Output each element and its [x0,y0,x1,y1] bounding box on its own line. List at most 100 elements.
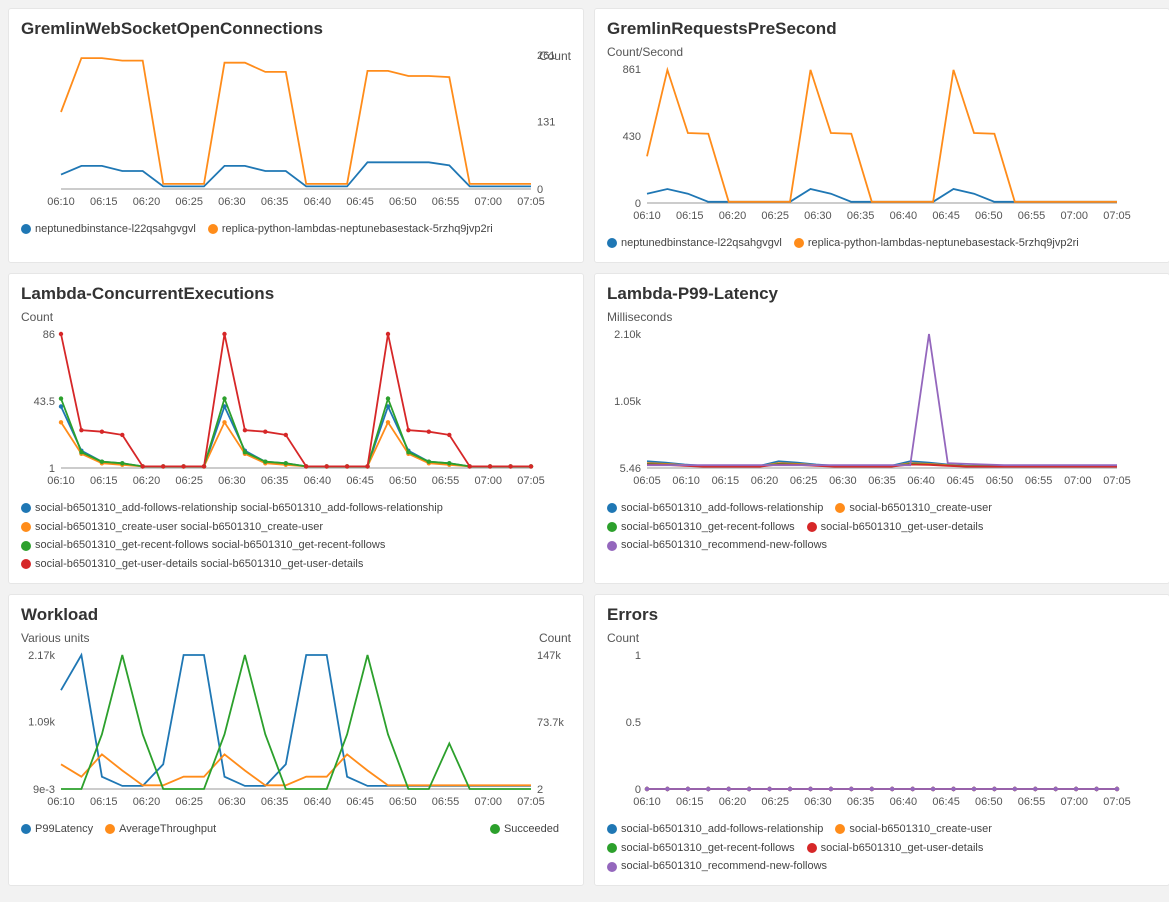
legend-item[interactable]: social-b6501310_get-recent-follows [607,840,795,857]
legend-item[interactable]: social-b6501310_get-recent-follows socia… [21,537,385,554]
svg-text:06:50: 06:50 [389,796,417,808]
legend-label: social-b6501310_get-user-details social-… [35,556,363,573]
legend: neptunedbinstance-l22qsahgvgvl replica-py… [21,221,571,240]
svg-text:06:35: 06:35 [847,796,875,808]
legend-item[interactable]: social-b6501310_get-recent-follows [607,519,795,536]
legend-item[interactable]: social-b6501310_add-follows-relationship [607,500,823,517]
svg-text:06:20: 06:20 [719,796,747,808]
svg-text:1: 1 [635,650,641,662]
legend-item[interactable]: Succeeded [490,821,559,838]
legend-item[interactable]: social-b6501310_create-user [835,500,991,517]
legend-item[interactable]: P99Latency [21,821,93,838]
svg-text:06:55: 06:55 [432,475,460,487]
svg-text:0: 0 [635,784,641,796]
svg-text:1.05k: 1.05k [614,396,641,408]
svg-text:2: 2 [537,784,543,796]
svg-text:07:00: 07:00 [1061,796,1089,808]
svg-text:06:40: 06:40 [907,475,935,487]
svg-text:06:25: 06:25 [790,475,818,487]
legend-label: social-b6501310_get-user-details [821,840,984,857]
svg-text:06:15: 06:15 [676,796,704,808]
panel-title: GremlinRequestsPreSecond [607,19,1157,39]
svg-text:06:25: 06:25 [761,210,789,222]
svg-text:07:05: 07:05 [1103,210,1131,222]
svg-text:06:45: 06:45 [346,196,374,208]
svg-text:07:00: 07:00 [1061,210,1089,222]
svg-text:07:05: 07:05 [517,475,545,487]
svg-text:07:00: 07:00 [475,196,503,208]
svg-text:06:35: 06:35 [847,210,875,222]
legend-item[interactable]: neptunedbinstance-l22qsahgvgvl [21,221,196,238]
legend-item[interactable]: social-b6501310_recommend-new-follows [607,858,827,875]
legend-item[interactable]: social-b6501310_get-user-details [807,519,984,536]
legend-item[interactable]: social-b6501310_add-follows-relationship… [21,500,443,517]
svg-text:06:40: 06:40 [304,475,332,487]
svg-text:06:10: 06:10 [47,475,75,487]
legend-item[interactable]: social-b6501310_add-follows-relationship [607,821,823,838]
panel-title: Workload [21,605,571,625]
svg-text:06:35: 06:35 [868,475,896,487]
ylabel: Count/Second [607,45,1157,59]
legend: P99Latency AverageThroughput Succeeded [21,821,571,840]
legend-label: P99Latency [35,821,93,838]
svg-text:06:35: 06:35 [261,475,289,487]
svg-text:06:30: 06:30 [218,475,246,487]
svg-text:06:15: 06:15 [90,196,118,208]
svg-text:2.10k: 2.10k [614,329,641,341]
legend-label: replica-python-lambdas-neptunebasestack-… [222,221,493,238]
svg-text:430: 430 [623,131,641,143]
svg-text:0: 0 [635,198,641,210]
svg-text:06:45: 06:45 [346,475,374,487]
panel-lambda-p99: Lambda-P99-LatencyMilliseconds5.461.05k2… [594,273,1169,584]
svg-text:07:05: 07:05 [1103,475,1131,487]
svg-text:06:25: 06:25 [761,796,789,808]
legend: social-b6501310_add-follows-relationship… [607,821,1157,877]
svg-text:06:30: 06:30 [218,196,246,208]
legend-label: social-b6501310_get-user-details [821,519,984,536]
svg-text:9e-3: 9e-3 [33,784,55,796]
legend-item[interactable]: replica-python-lambdas-neptunebasestack-… [208,221,493,238]
chart[interactable]: 9e-31.09k2.17k273.7k147k06:1006:1506:200… [21,645,571,815]
legend: social-b6501310_add-follows-relationship… [21,500,571,575]
legend-item[interactable]: social-b6501310_recommend-new-follows [607,537,827,554]
chart[interactable]: 143.58606:1006:1506:2006:2506:3006:3506:… [21,324,571,494]
panel-errors: ErrorsCount00.5106:1006:1506:2006:2506:3… [594,594,1169,886]
svg-text:06:40: 06:40 [890,796,918,808]
chart[interactable]: 013126106:1006:1506:2006:2506:3006:3506:… [21,45,571,215]
legend-item[interactable]: social-b6501310_get-user-details [807,840,984,857]
chart[interactable]: 5.461.05k2.10k06:0506:1006:1506:2006:250… [607,324,1157,494]
legend-label: social-b6501310_get-recent-follows [621,840,795,857]
legend-item[interactable]: neptunedbinstance-l22qsahgvgvl [607,235,782,252]
chart[interactable]: 043086106:1006:1506:2006:2506:3006:3506:… [607,59,1157,229]
svg-text:06:20: 06:20 [133,475,161,487]
legend-item[interactable]: social-b6501310_get-user-details social-… [21,556,363,573]
legend-label: social-b6501310_recommend-new-follows [621,537,827,554]
svg-text:06:25: 06:25 [175,796,203,808]
legend-item[interactable]: replica-python-lambdas-neptunebasestack-… [794,235,1079,252]
legend-item[interactable]: social-b6501310_create-user social-b6501… [21,519,323,536]
panel-title: Lambda-P99-Latency [607,284,1157,304]
chart[interactable]: 00.5106:1006:1506:2006:2506:3006:3506:40… [607,645,1157,815]
legend-label: social-b6501310_add-follows-relationship [621,500,823,517]
legend-item[interactable]: social-b6501310_create-user [835,821,991,838]
svg-text:06:50: 06:50 [975,210,1003,222]
svg-text:1.09k: 1.09k [28,716,55,728]
svg-text:06:55: 06:55 [432,796,460,808]
svg-text:06:25: 06:25 [175,196,203,208]
svg-text:06:55: 06:55 [1018,796,1046,808]
svg-text:2.17k: 2.17k [28,650,55,662]
svg-text:06:35: 06:35 [261,196,289,208]
svg-text:07:05: 07:05 [517,796,545,808]
svg-text:06:45: 06:45 [346,796,374,808]
svg-text:06:25: 06:25 [175,475,203,487]
svg-text:06:45: 06:45 [947,475,975,487]
legend-item[interactable]: AverageThroughput [105,821,216,838]
svg-text:06:40: 06:40 [304,796,332,808]
panel-gremlin-req: GremlinRequestsPreSecond Count/Second 0 430… [594,8,1169,263]
dashboard-grid: GremlinWebSocketOpenConnectionsCount0131… [0,0,1169,894]
svg-text:06:30: 06:30 [218,796,246,808]
svg-text:06:15: 06:15 [90,475,118,487]
svg-text:0.5: 0.5 [626,717,641,729]
ylabel-left: Various units [21,631,89,645]
legend-label: social-b6501310_recommend-new-follows [621,858,827,875]
